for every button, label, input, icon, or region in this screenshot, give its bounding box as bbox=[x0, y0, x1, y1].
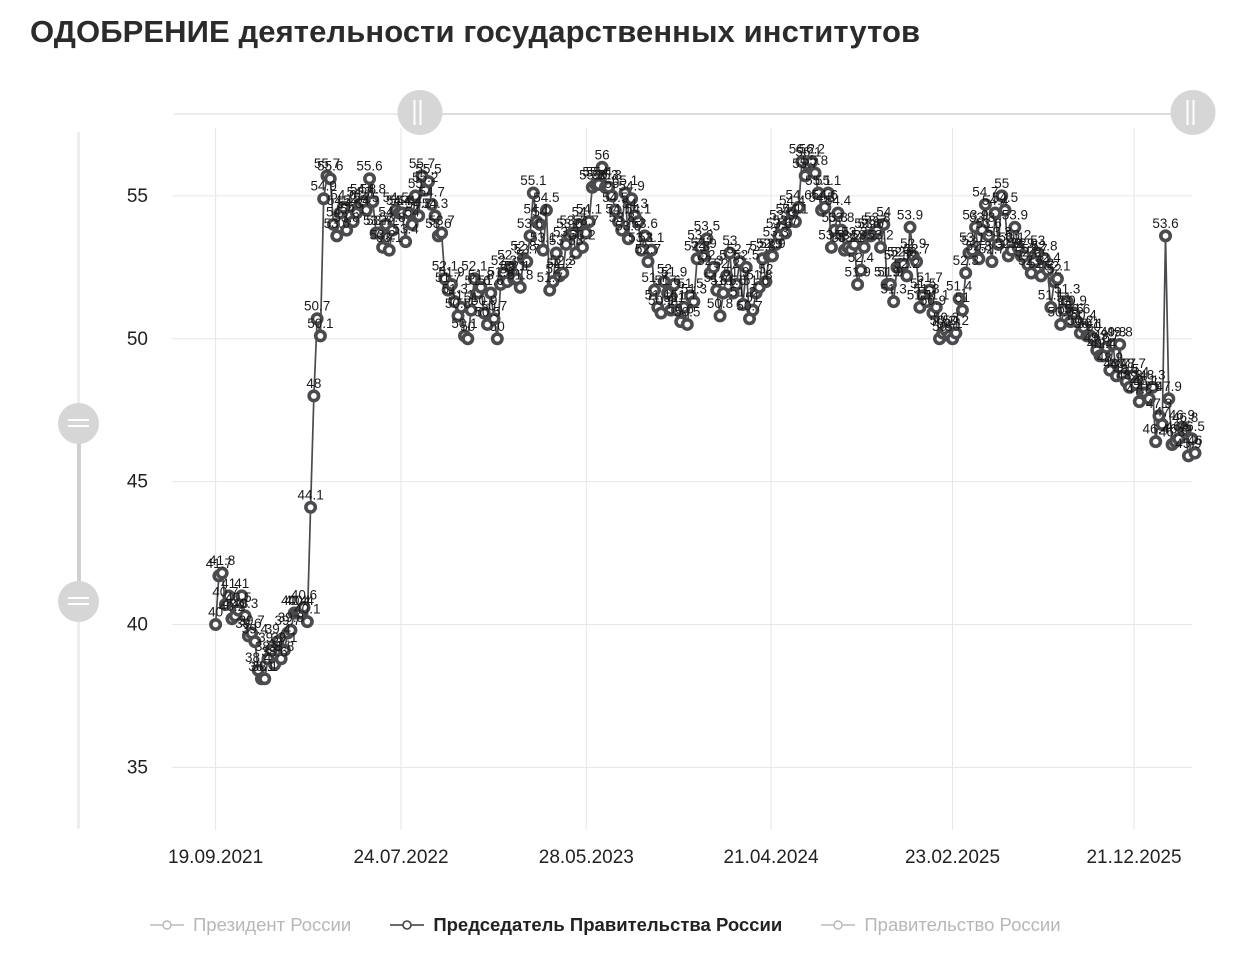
svg-text:55.8: 55.8 bbox=[802, 153, 828, 168]
svg-text:51.8: 51.8 bbox=[507, 267, 533, 282]
svg-text:50.2: 50.2 bbox=[943, 313, 969, 328]
svg-text:52.1: 52.1 bbox=[1044, 259, 1070, 274]
svg-text:51: 51 bbox=[955, 290, 970, 305]
svg-text:52.3: 52.3 bbox=[953, 253, 979, 268]
svg-text:55.5: 55.5 bbox=[415, 162, 441, 177]
svg-text:53.1: 53.1 bbox=[638, 230, 664, 245]
svg-text:52.7: 52.7 bbox=[903, 242, 929, 257]
svg-text:50: 50 bbox=[490, 319, 505, 334]
svg-text:40.3: 40.3 bbox=[232, 596, 258, 611]
svg-text:55.1: 55.1 bbox=[520, 173, 546, 188]
svg-text:55.6: 55.6 bbox=[317, 159, 343, 174]
svg-text:52.2: 52.2 bbox=[894, 256, 920, 271]
svg-text:23.02.2025: 23.02.2025 bbox=[905, 847, 1000, 868]
svg-text:54.1: 54.1 bbox=[625, 202, 651, 217]
svg-text:50: 50 bbox=[127, 329, 148, 350]
svg-text:55: 55 bbox=[994, 176, 1009, 191]
svg-text:51.3: 51.3 bbox=[881, 282, 907, 297]
svg-text:40.1: 40.1 bbox=[294, 602, 320, 617]
svg-text:48: 48 bbox=[306, 376, 321, 391]
svg-text:55.6: 55.6 bbox=[356, 159, 382, 174]
svg-text:49.8: 49.8 bbox=[1107, 324, 1133, 339]
svg-text:44.1: 44.1 bbox=[297, 487, 323, 502]
svg-text:21.12.2025: 21.12.2025 bbox=[1086, 847, 1181, 868]
svg-text:24.07.2022: 24.07.2022 bbox=[353, 847, 448, 868]
svg-text:41.8: 41.8 bbox=[209, 553, 235, 568]
svg-text:38.1: 38.1 bbox=[252, 659, 278, 674]
svg-text:40.6: 40.6 bbox=[291, 587, 317, 602]
svg-text:56: 56 bbox=[595, 147, 610, 162]
svg-text:52.3: 52.3 bbox=[550, 253, 576, 268]
svg-text:21.04.2024: 21.04.2024 bbox=[723, 847, 819, 868]
svg-text:53.2: 53.2 bbox=[867, 227, 893, 242]
svg-text:53.4: 53.4 bbox=[392, 222, 419, 237]
svg-text:51: 51 bbox=[745, 290, 760, 305]
svg-text:46: 46 bbox=[1187, 433, 1202, 448]
svg-text:41: 41 bbox=[234, 576, 249, 591]
svg-text:53.2: 53.2 bbox=[569, 227, 595, 242]
svg-text:54.5: 54.5 bbox=[992, 190, 1018, 205]
svg-text:53.9: 53.9 bbox=[897, 207, 923, 222]
svg-text:54.3: 54.3 bbox=[422, 196, 448, 211]
svg-text:47.9: 47.9 bbox=[1156, 379, 1182, 394]
svg-text:51.9: 51.9 bbox=[844, 264, 870, 279]
svg-text:52: 52 bbox=[758, 262, 773, 277]
svg-text:50.7: 50.7 bbox=[481, 299, 507, 314]
svg-text:50.7: 50.7 bbox=[304, 299, 330, 314]
svg-text:53.8: 53.8 bbox=[828, 210, 854, 225]
svg-text:50.5: 50.5 bbox=[674, 304, 700, 319]
svg-text:52.4: 52.4 bbox=[848, 250, 875, 265]
svg-text:54.9: 54.9 bbox=[618, 179, 644, 194]
svg-text:28.05.2023: 28.05.2023 bbox=[539, 847, 634, 868]
svg-text:54: 54 bbox=[532, 204, 548, 219]
svg-text:53.7: 53.7 bbox=[428, 213, 454, 228]
svg-text:40: 40 bbox=[127, 614, 148, 635]
svg-text:54.1: 54.1 bbox=[576, 202, 602, 217]
svg-text:47: 47 bbox=[1155, 404, 1170, 419]
svg-text:53.6: 53.6 bbox=[1152, 216, 1178, 231]
svg-text:54.5: 54.5 bbox=[533, 190, 559, 205]
svg-text:46.5: 46.5 bbox=[1179, 419, 1205, 434]
svg-text:50: 50 bbox=[460, 319, 475, 334]
svg-text:54: 54 bbox=[876, 204, 892, 219]
svg-text:53.9: 53.9 bbox=[1002, 207, 1028, 222]
svg-text:45: 45 bbox=[127, 472, 148, 493]
svg-text:53.6: 53.6 bbox=[632, 216, 658, 231]
svg-text:39.1: 39.1 bbox=[271, 630, 297, 645]
svg-text:55: 55 bbox=[127, 186, 148, 207]
svg-text:54.4: 54.4 bbox=[825, 193, 852, 208]
svg-text:50.1: 50.1 bbox=[307, 316, 333, 331]
svg-text:55.1: 55.1 bbox=[815, 173, 841, 188]
svg-text:54.1: 54.1 bbox=[782, 202, 808, 217]
svg-text:53.5: 53.5 bbox=[694, 219, 720, 234]
svg-text:51.7: 51.7 bbox=[917, 270, 943, 285]
svg-text:35: 35 bbox=[127, 757, 148, 778]
svg-text:19.09.2021: 19.09.2021 bbox=[168, 847, 263, 868]
